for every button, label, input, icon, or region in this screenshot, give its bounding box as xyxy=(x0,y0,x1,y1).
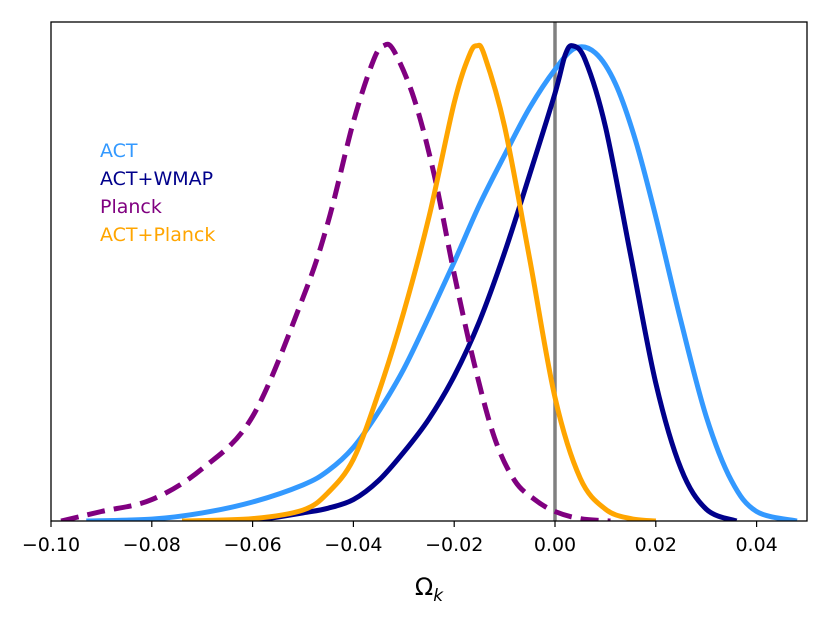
series-line-act-planck xyxy=(181,42,657,521)
x-axis-label-subscript: k xyxy=(433,586,444,606)
x-axis-ticks: −0.10 −0.08 −0.06 −0.04 −0.02 0.00 0.02 0.04 xyxy=(22,521,778,556)
legend-label-act-planck: ACT+Planck xyxy=(100,224,215,246)
series-line-act-wmap xyxy=(252,43,738,521)
legend-label-planck: Planck xyxy=(100,196,162,218)
x-tick-label: −0.08 xyxy=(123,534,181,556)
x-tick-label: −0.02 xyxy=(425,534,483,556)
x-axis-label-symbol: Ω xyxy=(415,573,433,601)
plot-frame xyxy=(50,21,808,522)
series-line-act xyxy=(86,44,798,521)
x-tick-label: −0.04 xyxy=(324,534,382,556)
x-axis-label: Ωk xyxy=(415,573,444,606)
x-tick-label: −0.06 xyxy=(223,534,281,556)
x-tick-label: 0.02 xyxy=(635,534,677,556)
series-layer xyxy=(60,41,798,521)
legend: ACT ACT+WMAP Planck ACT+Planck xyxy=(100,140,215,246)
legend-label-act: ACT xyxy=(100,140,138,162)
x-tick-label: 0.00 xyxy=(534,534,576,556)
legend-label-act-wmap: ACT+WMAP xyxy=(100,168,213,190)
x-tick-label: −0.10 xyxy=(22,534,80,556)
series-line-planck xyxy=(60,41,611,521)
x-tick-label: 0.04 xyxy=(735,534,777,556)
